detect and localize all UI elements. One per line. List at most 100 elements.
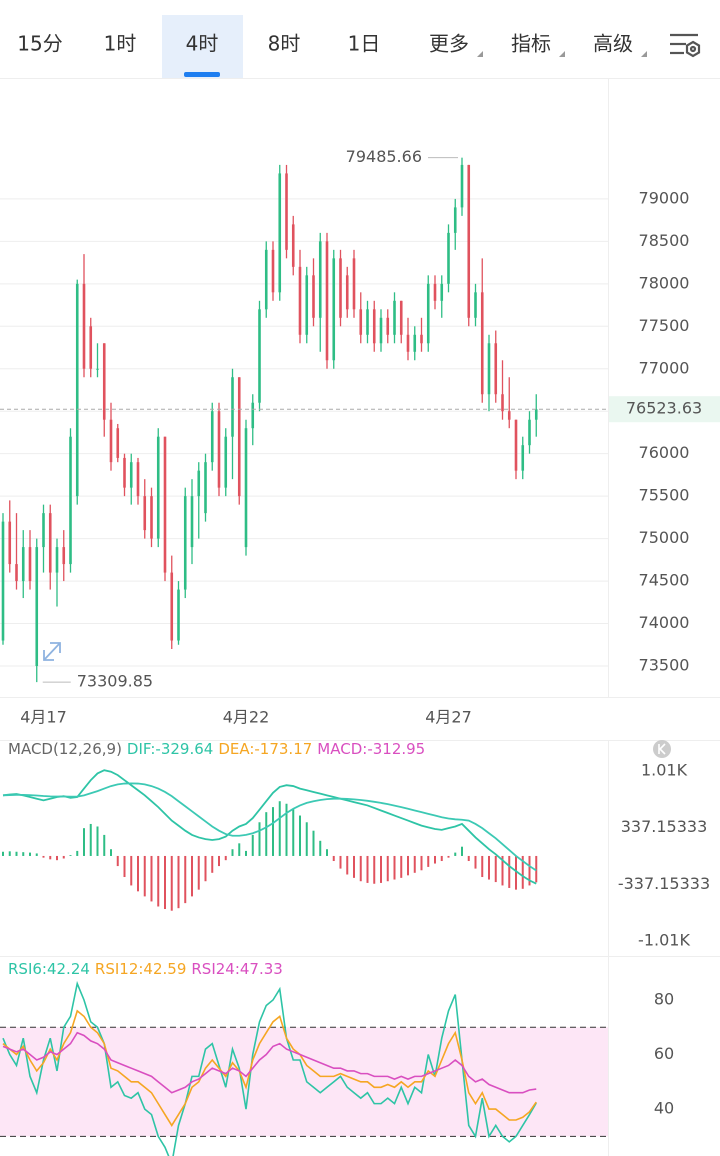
macd-bar — [69, 855, 72, 856]
tab[interactable]: 15分 — [17, 32, 62, 56]
candle-body — [420, 334, 423, 344]
legend-entry: DIF:-329.64 — [127, 740, 213, 758]
legend-entry: RSI6:42.24 — [8, 960, 90, 978]
macd-bar — [508, 855, 511, 888]
rsi-line — [2, 1009, 537, 1127]
candle-body — [15, 564, 18, 582]
macd-bar — [319, 840, 322, 856]
candle-body — [264, 249, 268, 310]
macd-bar — [83, 828, 85, 856]
y-tick-label: 79000 — [639, 188, 690, 207]
candle-body — [480, 292, 484, 395]
y-tick-label: 78000 — [639, 273, 690, 292]
y-tick-label: 40 — [654, 1099, 674, 1118]
candle-body — [150, 496, 153, 539]
candle-body — [237, 377, 241, 497]
macd-bar — [224, 855, 227, 861]
candle-body — [413, 334, 417, 352]
macd-bar — [157, 855, 160, 907]
macd-bar — [434, 855, 436, 864]
y-tick-label: 73500 — [639, 656, 690, 675]
candle-body — [291, 224, 295, 267]
macd-bar — [197, 855, 200, 890]
rsi-line — [2, 980, 537, 1156]
settings-icon[interactable] — [670, 33, 701, 58]
candle-body — [42, 513, 45, 548]
macd-bar — [170, 855, 173, 911]
active-tab-indicator — [184, 72, 220, 77]
macd-bar — [461, 846, 463, 856]
macd-bar — [454, 852, 457, 856]
macd-bar — [130, 855, 133, 886]
tab[interactable]: 指标 — [511, 32, 551, 56]
macd-bar — [339, 855, 342, 869]
candle-body — [406, 334, 410, 352]
macd-settings-icon[interactable] — [653, 740, 671, 758]
y-tick-label: 77500 — [639, 316, 690, 335]
low-annotation: 73309.85 — [77, 672, 153, 691]
last-price-label: 76523.63 — [626, 399, 702, 418]
macd-bar — [143, 855, 146, 897]
candle-body — [129, 462, 133, 488]
macd-bar — [305, 822, 308, 856]
candle-body — [345, 275, 349, 310]
macd-bar — [447, 855, 450, 858]
candle-body — [21, 547, 25, 582]
macd-bar — [231, 849, 234, 856]
y-tick-label: 80 — [654, 990, 674, 1009]
macd-bar — [218, 855, 220, 867]
macd-bar — [278, 801, 281, 856]
tab[interactable]: 1日 — [348, 32, 381, 56]
candle-body — [339, 258, 342, 318]
macd-bar — [29, 852, 31, 856]
candle-body — [69, 436, 72, 565]
candle-body — [258, 309, 261, 403]
tab[interactable]: 高级 — [593, 32, 633, 56]
macd-bar — [535, 855, 538, 883]
macd-bar — [285, 803, 288, 856]
macd-bar — [164, 855, 166, 910]
icon-dot — [689, 45, 697, 53]
macd-bar — [56, 855, 58, 861]
macd-line — [2, 769, 537, 885]
candle-body — [224, 436, 228, 488]
macd-bar — [272, 807, 274, 856]
expand-icon[interactable] — [43, 642, 61, 661]
macd-bar — [299, 815, 301, 856]
candle-body — [183, 496, 187, 590]
last-price-bg — [609, 396, 720, 423]
tab[interactable]: 更多 — [429, 32, 469, 56]
candle-body — [251, 402, 255, 429]
legend-entry: DEA:-173.17 — [218, 740, 312, 758]
candle-body — [123, 457, 126, 488]
candle-body — [386, 317, 390, 335]
macd-bar — [515, 855, 517, 890]
macd-bar — [2, 851, 4, 856]
tab[interactable]: 1时 — [104, 32, 137, 56]
candle-body — [399, 300, 403, 335]
candle-body — [501, 394, 504, 412]
macd-bar — [407, 855, 409, 876]
macd-bar — [332, 855, 335, 862]
y-tick-label: 74000 — [639, 613, 690, 632]
y-tick-label: 76000 — [639, 443, 690, 462]
macd-bar — [62, 855, 65, 859]
macd-bar — [177, 855, 180, 909]
macd-bar — [251, 834, 254, 856]
tab[interactable]: 8时 — [268, 32, 301, 56]
tab[interactable]: 4时 — [186, 32, 219, 56]
candle-body — [534, 409, 538, 420]
candle-body — [521, 445, 525, 471]
macd-bar — [292, 808, 295, 856]
candle-body — [467, 164, 471, 318]
candle-body — [244, 428, 248, 548]
legend: MACD(12,26,9) DIF:-329.64 DEA:-173.17 MACD:… — [8, 740, 425, 758]
candle-body — [48, 513, 52, 573]
macd-line — [2, 782, 537, 872]
candle-body — [447, 232, 450, 284]
macd-bar — [15, 851, 18, 856]
candle-body — [366, 309, 369, 335]
x-tick-label: 4月17 — [20, 708, 67, 727]
